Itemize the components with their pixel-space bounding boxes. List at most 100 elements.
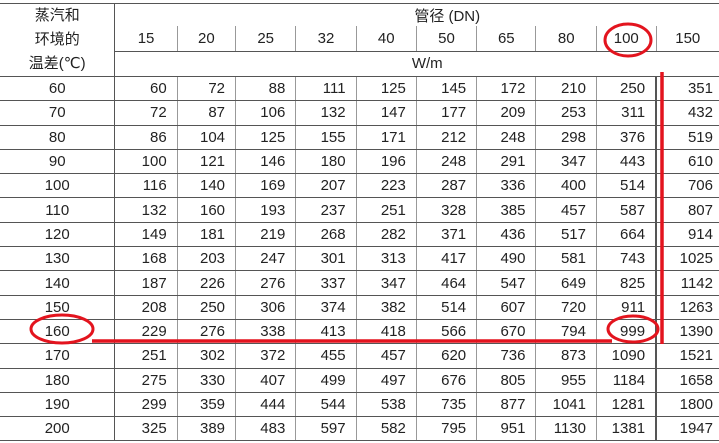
heat-loss-cell: 116 xyxy=(114,173,178,199)
heat-loss-cell: 100 xyxy=(114,149,178,175)
heat-loss-cell: 125 xyxy=(355,76,417,102)
temperature-diff-cell: 180 xyxy=(0,368,116,393)
heat-loss-cell: 168 xyxy=(114,246,178,272)
highlight-circle-dn100 xyxy=(603,22,653,58)
heat-loss-cell: 248 xyxy=(415,149,477,175)
heat-loss-cell: 1947 xyxy=(655,416,719,442)
heat-loss-cell: 145 xyxy=(415,76,477,102)
pipe-size-header: 15 xyxy=(114,26,178,52)
heat-loss-cell: 490 xyxy=(476,246,536,272)
pipe-size-header: 80 xyxy=(535,26,597,52)
pipe-size-header: 20 xyxy=(176,26,236,52)
heat-loss-cell: 374 xyxy=(295,295,357,320)
temperature-diff-cell: 170 xyxy=(0,343,116,369)
heat-loss-cell: 1390 xyxy=(655,319,719,345)
heat-loss-cell: 1281 xyxy=(595,392,657,418)
heat-loss-cell: 237 xyxy=(295,197,357,223)
heat-loss-cell: 664 xyxy=(595,222,657,248)
heat-loss-cell: 347 xyxy=(535,149,597,175)
heat-loss-cell: 208 xyxy=(114,295,178,320)
heat-loss-cell: 735 xyxy=(415,392,477,418)
heat-loss-cell: 111 xyxy=(295,76,357,102)
heat-loss-cell: 1025 xyxy=(655,246,719,272)
table-row: 70 72 87 106 132 147 177 209 253 311 432 xyxy=(0,100,719,126)
heat-loss-cell: 301 xyxy=(295,246,357,272)
heat-loss-cell: 251 xyxy=(114,343,178,369)
heat-loss-cell: 210 xyxy=(535,76,597,102)
temperature-diff-cell: 90 xyxy=(0,149,116,175)
heat-loss-cell: 1142 xyxy=(655,270,719,296)
heat-loss-cell: 607 xyxy=(476,295,536,320)
heat-loss-cell: 180 xyxy=(295,149,357,175)
table-row: 60 60 72 88 111 125 145 172 210 250 351 xyxy=(0,76,719,102)
heat-loss-cell: 132 xyxy=(295,100,357,126)
heat-loss-cell: 1184 xyxy=(595,368,657,393)
heat-loss-cell: 951 xyxy=(476,416,536,442)
heat-loss-cell: 181 xyxy=(176,222,236,248)
heat-loss-cell: 253 xyxy=(535,100,597,126)
row-header-line: 环境的 xyxy=(34,31,80,48)
heat-loss-cell: 196 xyxy=(355,149,417,175)
temperature-diff-cell: 190 xyxy=(0,392,116,418)
heat-loss-cell: 519 xyxy=(655,125,719,150)
pipe-size-header: 40 xyxy=(355,26,417,52)
heat-loss-cell: 311 xyxy=(595,100,657,126)
highlight-circle-999 xyxy=(606,314,660,344)
temperature-diff-cell: 80 xyxy=(0,125,116,150)
heat-loss-cell: 72 xyxy=(176,76,236,102)
heat-loss-cell: 160 xyxy=(176,197,236,223)
heat-loss-cell: 104 xyxy=(176,125,236,150)
heat-loss-cell: 121 xyxy=(176,149,236,175)
temperature-diff-cell: 100 xyxy=(0,173,116,199)
heat-loss-cell: 306 xyxy=(235,295,296,320)
heat-loss-cell: 325 xyxy=(114,416,178,442)
table-row: 110 132 160 193 237 251 328 385 457 587 807 xyxy=(0,197,719,223)
heat-loss-cell: 538 xyxy=(355,392,417,418)
heat-loss-cell: 497 xyxy=(355,368,417,393)
heat-loss-cell: 169 xyxy=(235,173,296,199)
table-row: 200 325 389 483 597 582 795 951 1130 1381 1947 xyxy=(0,416,719,442)
table-row: 100 116 140 169 207 223 287 336 400 514 706 xyxy=(0,173,719,199)
heat-loss-cell: 483 xyxy=(235,416,296,442)
heat-loss-cell: 1041 xyxy=(535,392,597,418)
heat-loss-cell: 146 xyxy=(235,149,296,175)
heat-loss-cell: 436 xyxy=(476,222,536,248)
heat-loss-cell: 407 xyxy=(235,368,296,393)
heat-loss-cell: 877 xyxy=(476,392,536,418)
heat-loss-cell: 291 xyxy=(476,149,536,175)
heat-loss-cell: 86 xyxy=(114,125,178,150)
heat-loss-cell: 805 xyxy=(476,368,536,393)
heat-loss-cell: 72 xyxy=(114,100,178,126)
heat-loss-cell: 251 xyxy=(355,197,417,223)
heat-loss-cell: 444 xyxy=(235,392,296,418)
heat-loss-cell: 1800 xyxy=(655,392,719,418)
table-row: 180 275 330 407 499 497 676 805 955 1184 1658 xyxy=(0,368,719,393)
heat-loss-cell: 298 xyxy=(535,125,597,150)
heat-loss-cell: 676 xyxy=(415,368,477,393)
heat-loss-cell: 457 xyxy=(355,343,417,369)
heat-loss-cell: 313 xyxy=(355,246,417,272)
heat-loss-cell: 171 xyxy=(355,125,417,150)
heat-loss-cell: 597 xyxy=(295,416,357,442)
heat-loss-cell: 620 xyxy=(415,343,477,369)
heat-loss-cell: 743 xyxy=(595,246,657,272)
heat-loss-cell: 914 xyxy=(655,222,719,248)
heat-loss-cell: 193 xyxy=(235,197,296,223)
heat-loss-cell: 88 xyxy=(235,76,296,102)
heat-loss-cell: 417 xyxy=(415,246,477,272)
heat-loss-cell: 250 xyxy=(595,76,657,102)
heat-loss-cell: 155 xyxy=(295,125,357,150)
temperature-diff-cell: 130 xyxy=(0,246,116,272)
pipe-size-header: 150 xyxy=(655,26,719,52)
heat-loss-cell: 581 xyxy=(535,246,597,272)
heat-loss-cell: 223 xyxy=(355,173,417,199)
temperature-diff-cell: 70 xyxy=(0,100,116,126)
temperature-diff-cell: 120 xyxy=(0,222,116,248)
heat-loss-cell: 330 xyxy=(176,368,236,393)
heat-loss-cell: 147 xyxy=(355,100,417,126)
heat-loss-cell: 720 xyxy=(535,295,597,320)
heat-loss-cell: 247 xyxy=(235,246,296,272)
heat-loss-cell: 337 xyxy=(295,270,357,296)
heat-loss-cell: 457 xyxy=(535,197,597,223)
